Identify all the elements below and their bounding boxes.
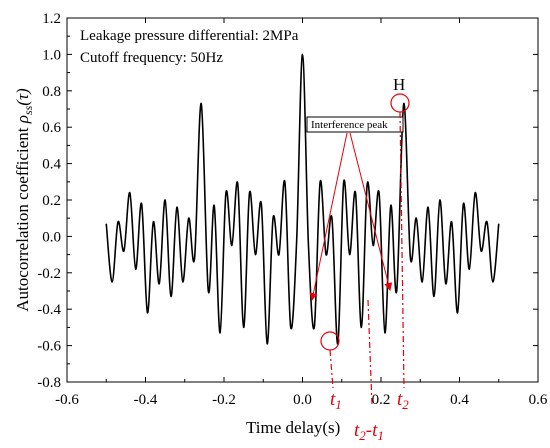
x-axis-title: Time delay(s) (246, 418, 340, 437)
x-tick-label: 0.6 (529, 392, 548, 408)
t2-minus-t1-guide-line (367, 299, 373, 406)
x-tick-label: -0.4 (134, 392, 158, 408)
t1-label: t1 (330, 389, 342, 412)
plot-frame (66, 17, 539, 383)
interference-box (306, 116, 404, 133)
y-tick-label: 0.2 (42, 193, 61, 209)
x-tick-label: -0.2 (212, 392, 236, 408)
peak-label-h: H (393, 75, 405, 94)
x-tick-label: 0.0 (293, 392, 312, 408)
t2-label: t2 (397, 389, 409, 412)
interference-arrow-right (349, 132, 393, 291)
interference-label: Interference peak (311, 119, 388, 131)
t1-guide-line (329, 349, 334, 389)
y-tick-label: 0.8 (42, 84, 61, 100)
y-tick-label: -0.6 (37, 339, 61, 355)
x-tick-label: 0.4 (450, 392, 469, 408)
t2-minus-t1-label: t2-t1 (354, 420, 384, 443)
y-axis-ticks: -0.8 -0.6 -0.4 -0.2 0.0 0.2 0.4 0.6 0.8 1.0 1.2 (37, 11, 538, 391)
y-axis-title: Autocorrelation coefficient ρss(τ) (13, 88, 35, 312)
y-tick-label: -0.2 (37, 266, 61, 282)
y-tick-label: 0.0 (42, 229, 61, 245)
y-tick-label: -0.8 (37, 375, 61, 391)
y-tick-label: 1.2 (42, 11, 61, 27)
y-tick-label: 1.0 (42, 47, 61, 63)
x-tick-label: 0.2 (372, 392, 391, 408)
y-tick-label: 0.4 (42, 157, 61, 173)
note-frequency: Cutoff frequency: 50Hz (80, 50, 223, 66)
peak-h-circle (390, 93, 410, 113)
x-axis-ticks: -0.6 -0.4 -0.2 0.0 0.2 0.4 0.6 (55, 18, 548, 408)
t2-guide-line (399, 111, 405, 389)
y-tick-label: 0.6 (42, 120, 61, 136)
interference-arrow-left (309, 132, 348, 301)
note-pressure: Leakage pressure differential: 2MPa (80, 28, 299, 44)
trough-t1-circle (320, 331, 340, 351)
x-tick-label: -0.6 (55, 392, 79, 408)
series-line (105, 53, 500, 345)
y-tick-label: -0.4 (37, 302, 61, 318)
